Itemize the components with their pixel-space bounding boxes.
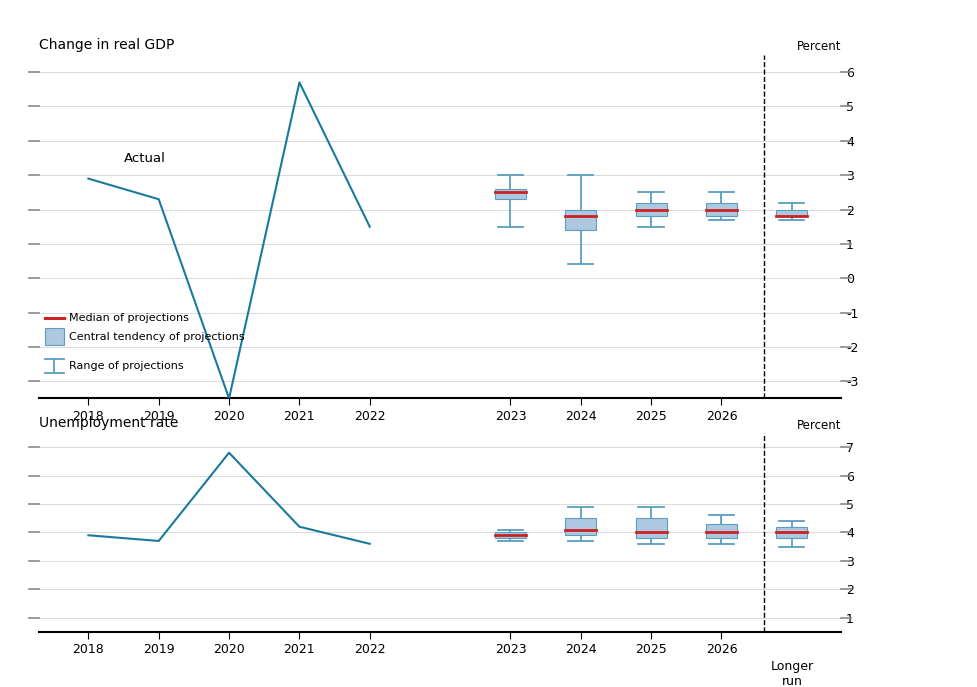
Bar [565,210,596,230]
Text: Longer
run: Longer run [770,660,813,687]
Text: Median of projections: Median of projections [68,313,189,323]
Bar [494,532,526,538]
Bar [565,518,596,535]
Bar [776,210,806,216]
Text: Percent: Percent [795,419,840,432]
Text: Percent: Percent [795,41,840,54]
Bar [635,518,666,538]
Text: Unemployment rate: Unemployment rate [39,416,179,430]
Text: Range of projections: Range of projections [68,361,183,371]
Bar [45,328,64,345]
Text: Actual: Actual [123,152,165,164]
Text: Central tendency of projections: Central tendency of projections [68,332,244,341]
Text: Change in real GDP: Change in real GDP [39,38,174,52]
Bar [705,203,737,216]
Bar [705,524,737,538]
Bar [776,527,806,538]
Bar [494,189,526,199]
Text: Longer
run: Longer run [770,447,813,475]
Bar [635,203,666,216]
